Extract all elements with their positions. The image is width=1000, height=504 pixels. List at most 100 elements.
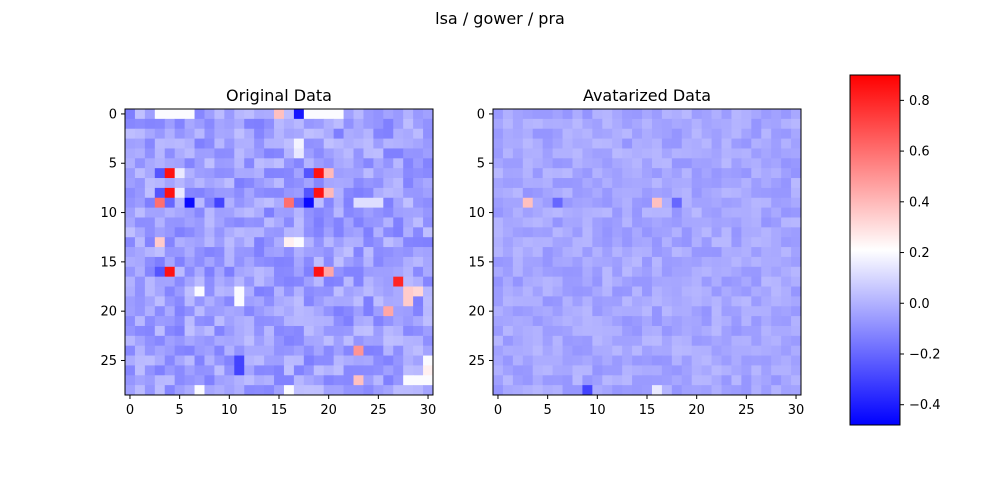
heatmap-cell <box>144 187 156 199</box>
heatmap-cell <box>751 118 762 130</box>
heatmap-cell <box>204 306 215 317</box>
heatmap-cell <box>711 118 722 130</box>
heatmap-cell <box>234 237 245 248</box>
heatmap-cell <box>512 365 524 376</box>
heatmap-cell <box>612 325 623 337</box>
heatmap-cell <box>403 365 414 376</box>
heatmap-cell <box>493 355 504 366</box>
heatmap-cell <box>293 247 305 258</box>
heatmap-cell <box>582 256 593 268</box>
heatmap-cell <box>373 247 384 258</box>
heatmap-cell <box>711 296 722 307</box>
heatmap-cell <box>293 296 305 307</box>
heatmap-cell <box>701 365 712 376</box>
heatmap-cell <box>731 247 742 258</box>
heatmap-cell <box>134 365 146 376</box>
heatmap-cell <box>244 187 255 199</box>
heatmap-cell <box>701 187 712 199</box>
heatmap-cell <box>413 128 424 139</box>
heatmap-cell <box>303 178 315 189</box>
heatmap-cell <box>154 276 166 287</box>
heatmap-cell <box>562 128 573 139</box>
heatmap-cell <box>671 168 683 179</box>
heatmap-cell <box>552 335 563 347</box>
heatmap-cell <box>522 217 534 228</box>
heatmap-cell <box>154 197 166 209</box>
heatmap-cell <box>632 365 643 376</box>
heatmap-cell <box>383 325 394 337</box>
heatmap-cell <box>761 197 772 209</box>
heatmap-cell <box>204 217 215 228</box>
heatmap-cell <box>711 158 722 169</box>
heatmap-cell <box>671 286 683 297</box>
heatmap-cell <box>642 355 653 366</box>
heatmap-cell <box>502 197 514 209</box>
heatmap-cell <box>393 375 404 386</box>
heatmap-cell <box>552 178 563 189</box>
heatmap-cell <box>125 237 136 248</box>
heatmap-cell <box>323 306 335 317</box>
heatmap-cell <box>731 316 742 327</box>
heatmap-cell <box>423 138 434 149</box>
heatmap-cell <box>214 217 225 228</box>
heatmap-cell <box>602 227 613 238</box>
heatmap-cell <box>393 256 404 268</box>
x-tick-label: 20 <box>688 403 705 418</box>
heatmap-cell <box>532 128 544 139</box>
heatmap-cell <box>134 345 146 356</box>
heatmap-cell <box>592 197 603 209</box>
heatmap-cell <box>254 276 265 287</box>
heatmap-cell <box>542 207 554 218</box>
heatmap-cell <box>512 306 524 317</box>
heatmap-cell <box>741 365 752 376</box>
heatmap-cell <box>134 217 146 228</box>
heatmap-cell <box>542 355 554 366</box>
heatmap-cell <box>681 138 693 149</box>
heatmap-cell <box>691 335 703 347</box>
heatmap-cell <box>781 316 792 327</box>
heatmap-cell <box>333 325 344 337</box>
heatmap-cell <box>423 168 434 179</box>
heatmap-cell <box>751 385 762 396</box>
heatmap-cell <box>234 325 245 337</box>
heatmap-cell <box>661 118 673 130</box>
heatmap-cell <box>125 217 136 228</box>
heatmap-cell <box>582 207 593 218</box>
heatmap-cell <box>532 207 544 218</box>
heatmap-cell <box>224 158 235 169</box>
heatmap-cell <box>572 197 583 209</box>
heatmap-cell <box>642 237 653 248</box>
colorbar-tick-label: 0.8 <box>909 94 930 109</box>
heatmap-cell <box>343 148 354 159</box>
heatmap-cell <box>333 168 344 179</box>
heatmap-cell <box>741 158 752 169</box>
heatmap-cell <box>532 217 544 228</box>
heatmap-cell <box>204 375 215 386</box>
heatmap-cell <box>264 296 275 307</box>
heatmap-cell <box>602 335 613 347</box>
heatmap-cell <box>542 237 554 248</box>
heatmap-cell <box>234 168 245 179</box>
heatmap-cell <box>731 207 742 218</box>
heatmap-cell <box>781 118 792 130</box>
heatmap-cell <box>751 365 762 376</box>
heatmap-cell <box>423 237 434 248</box>
heatmap-cell <box>493 375 504 386</box>
heatmap-cell <box>413 227 424 238</box>
heatmap-cell <box>303 109 315 120</box>
heatmap-cell <box>125 207 136 218</box>
heatmap-cell <box>781 158 792 169</box>
heatmap-cell <box>373 316 384 327</box>
heatmap-cell <box>493 138 504 149</box>
heatmap-cell <box>731 128 742 139</box>
heatmap-cell <box>542 345 554 356</box>
heatmap-cell <box>493 335 504 347</box>
heatmap-cell <box>741 237 752 248</box>
heatmap-cell <box>125 316 136 327</box>
heatmap-cell <box>373 375 384 386</box>
heatmap-cell <box>761 325 772 337</box>
heatmap-cell <box>283 128 295 139</box>
heatmap-cell <box>532 138 544 149</box>
heatmap-cell <box>522 335 534 347</box>
heatmap-cell <box>602 178 613 189</box>
